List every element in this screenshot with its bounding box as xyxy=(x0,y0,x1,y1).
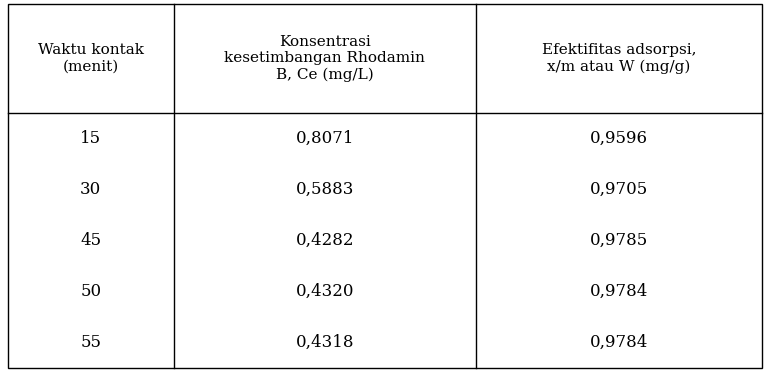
Text: 0,9596: 0,9596 xyxy=(590,130,648,147)
Text: Waktu kontak
(menit): Waktu kontak (menit) xyxy=(38,43,144,74)
Text: 0,9785: 0,9785 xyxy=(590,232,648,249)
Text: 0,5883: 0,5883 xyxy=(296,181,354,198)
Text: 0,4318: 0,4318 xyxy=(296,334,354,351)
Text: 0,8071: 0,8071 xyxy=(296,130,354,147)
Text: Konsentrasi
kesetimbangan Rhodamin
B, Ce (mg/L): Konsentrasi kesetimbangan Rhodamin B, Ce… xyxy=(224,35,425,82)
Text: 0,9784: 0,9784 xyxy=(590,334,648,351)
Text: 15: 15 xyxy=(80,130,102,147)
Text: 50: 50 xyxy=(80,283,102,300)
Text: 30: 30 xyxy=(80,181,102,198)
Text: 0,9705: 0,9705 xyxy=(590,181,648,198)
Text: 0,4282: 0,4282 xyxy=(296,232,354,249)
Text: 0,9784: 0,9784 xyxy=(590,283,648,300)
Text: 0,4320: 0,4320 xyxy=(296,283,354,300)
Text: 55: 55 xyxy=(80,334,101,351)
Text: Efektifitas adsorpsi,
x/m atau W (mg/g): Efektifitas adsorpsi, x/m atau W (mg/g) xyxy=(541,43,696,74)
Text: 45: 45 xyxy=(80,232,102,249)
